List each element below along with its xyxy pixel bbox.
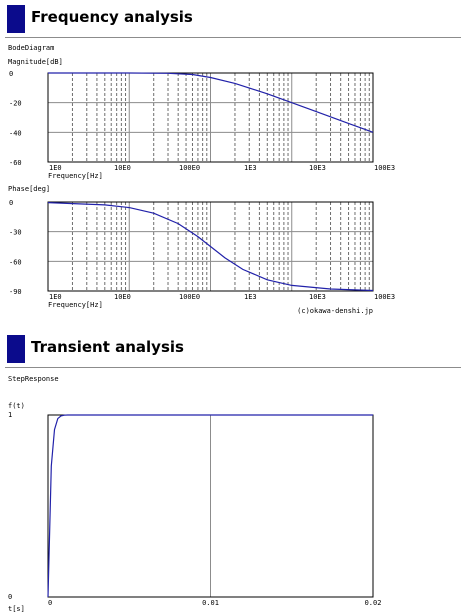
- x-tick-label: 0: [48, 599, 52, 607]
- x-tick-label: 10E3: [309, 293, 326, 301]
- x-axis-label: Frequency[Hz]: [48, 301, 103, 309]
- plot-frame: [47, 201, 374, 292]
- x-axis-label: Frequency[Hz]: [48, 172, 103, 180]
- section-divider: [5, 37, 461, 38]
- y-axis-label: f(t): [8, 402, 25, 410]
- x-tick-label: 1E0: [49, 293, 62, 301]
- y-axis-label: Phase[deg]: [8, 185, 50, 193]
- x-axis-label: t[s]: [8, 605, 25, 613]
- frequency-analysis-header: Frequency analysis: [5, 4, 461, 38]
- x-tick-label: 1E3: [244, 293, 257, 301]
- y-tick-label: -40: [9, 129, 22, 137]
- section-divider: [5, 367, 461, 368]
- x-tick-label: 100E0: [179, 164, 200, 172]
- y-axis-label: Magnitude[dB]: [8, 58, 63, 66]
- x-tick-label: 0.01: [202, 599, 219, 607]
- header-marker: [7, 335, 25, 363]
- x-tick-label: 10E0: [114, 164, 131, 172]
- x-tick-label: 100E0: [179, 293, 200, 301]
- y-tick-label: 0: [9, 70, 13, 78]
- chart-title: BodeDiagram: [8, 44, 54, 52]
- x-tick-label: 100E3: [374, 293, 395, 301]
- x-tick-label: 0.02: [365, 599, 382, 607]
- transient-analysis-header: Transient analysis: [5, 334, 461, 368]
- section-title: Transient analysis: [31, 338, 184, 356]
- section-title: Frequency analysis: [31, 8, 193, 26]
- y-tick-label: -20: [9, 100, 22, 108]
- chart-title: StepResponse: [8, 375, 59, 383]
- y-tick-label: -90: [9, 288, 22, 296]
- copyright-annotation: (c)okawa-denshi.jp: [297, 307, 373, 315]
- y-tick-label: -60: [9, 258, 22, 266]
- y-tick-label: 1: [8, 411, 12, 419]
- series-line: [47, 202, 374, 292]
- y-tick-label: 0: [9, 199, 13, 207]
- x-tick-label: 10E3: [309, 164, 326, 172]
- plot-frame: [47, 72, 374, 163]
- x-tick-label: 1E0: [49, 164, 62, 172]
- header-marker: [7, 5, 25, 33]
- y-tick-label: 0: [8, 593, 12, 601]
- series-line: [47, 414, 373, 598]
- x-tick-label: 10E0: [114, 293, 131, 301]
- x-tick-label: 1E3: [244, 164, 257, 172]
- y-tick-label: -60: [9, 159, 22, 167]
- x-tick-label: 100E3: [374, 164, 395, 172]
- series-line: [48, 72, 374, 133]
- y-tick-label: -30: [9, 229, 22, 237]
